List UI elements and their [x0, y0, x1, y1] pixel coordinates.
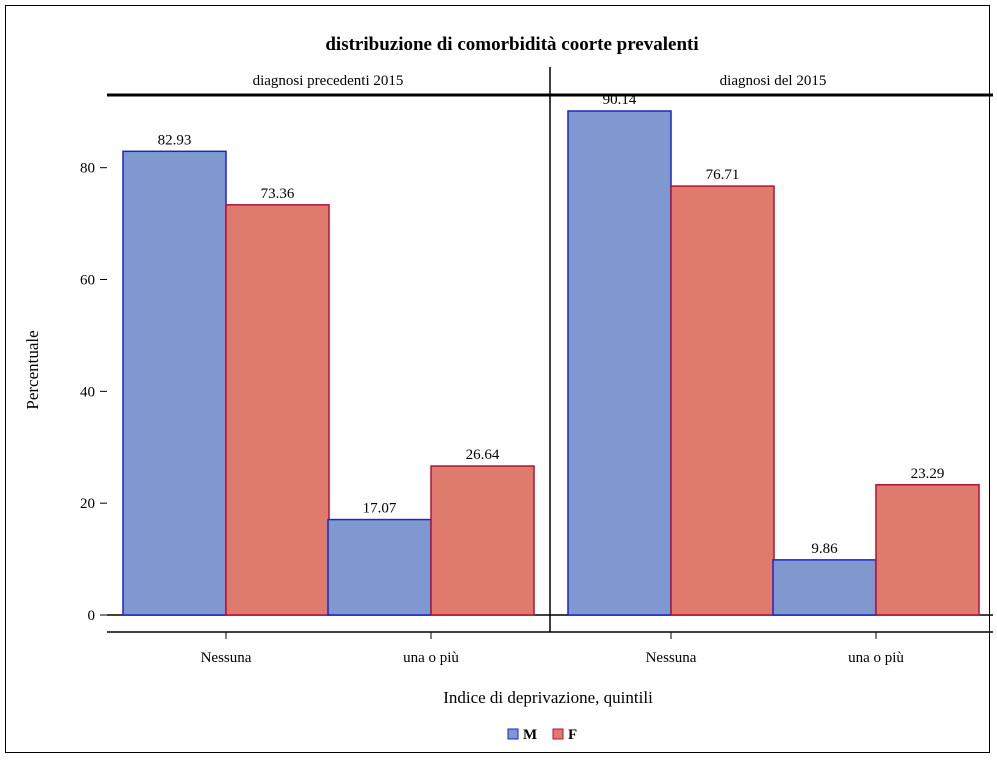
data-label: 9.86: [811, 541, 838, 557]
x-tick-labels: Nessuna una o più Nessuna una o più: [201, 632, 904, 666]
data-label: 82.93: [158, 132, 192, 148]
bars-layer: [122, 110, 980, 616]
y-axis-title: Percentuale: [23, 330, 42, 409]
chart-title: distribuzione di comorbidità coorte prev…: [325, 34, 698, 55]
data-label: 26.64: [466, 447, 500, 463]
legend-swatch-M: [507, 728, 519, 740]
y-axis: 0 20 40 60 80: [80, 161, 107, 624]
bar-F-2-1: [670, 185, 775, 616]
x-tick-label: una o più: [848, 650, 904, 666]
panel-1-label: diagnosi precedenti 2015: [253, 73, 404, 89]
x-axis-title: Indice di deprivazione, quintili: [443, 688, 653, 707]
x-tick-label: una o più: [403, 650, 459, 666]
panel-2-label: diagnosi del 2015: [720, 73, 827, 89]
data-label: 23.29: [911, 466, 945, 482]
data-label: 76.71: [706, 167, 740, 183]
data-labels-layer: 82.93 73.36 17.07 26.64 90.14 76.71 9.86 23.29: [158, 92, 945, 557]
data-label: 17.07: [363, 501, 397, 517]
data-label: 90.14: [603, 92, 637, 108]
bar-F-1-1: [225, 204, 330, 616]
y-tick-label: 60: [80, 273, 95, 289]
y-tick-label: 80: [80, 161, 95, 177]
x-tick-label: Nessuna: [646, 650, 697, 666]
bar-M-1-2: [327, 518, 432, 616]
bar-F-1-2: [430, 465, 535, 616]
bar-F-2-2: [875, 484, 980, 616]
bar-M-2-2: [772, 559, 877, 616]
x-tick-label: Nessuna: [201, 650, 252, 666]
data-label: 73.36: [261, 186, 295, 202]
chart-frame: [5, 5, 990, 753]
y-tick-label: 40: [80, 384, 95, 400]
legend-label-F: F: [568, 727, 577, 743]
bar-M-1-1: [122, 150, 227, 616]
legend-swatch-F: [552, 728, 564, 740]
bar-M-2-1: [567, 110, 672, 616]
y-tick-label: 20: [80, 496, 95, 512]
legend-label-M: M: [523, 727, 537, 743]
y-tick-label: 0: [88, 608, 96, 624]
